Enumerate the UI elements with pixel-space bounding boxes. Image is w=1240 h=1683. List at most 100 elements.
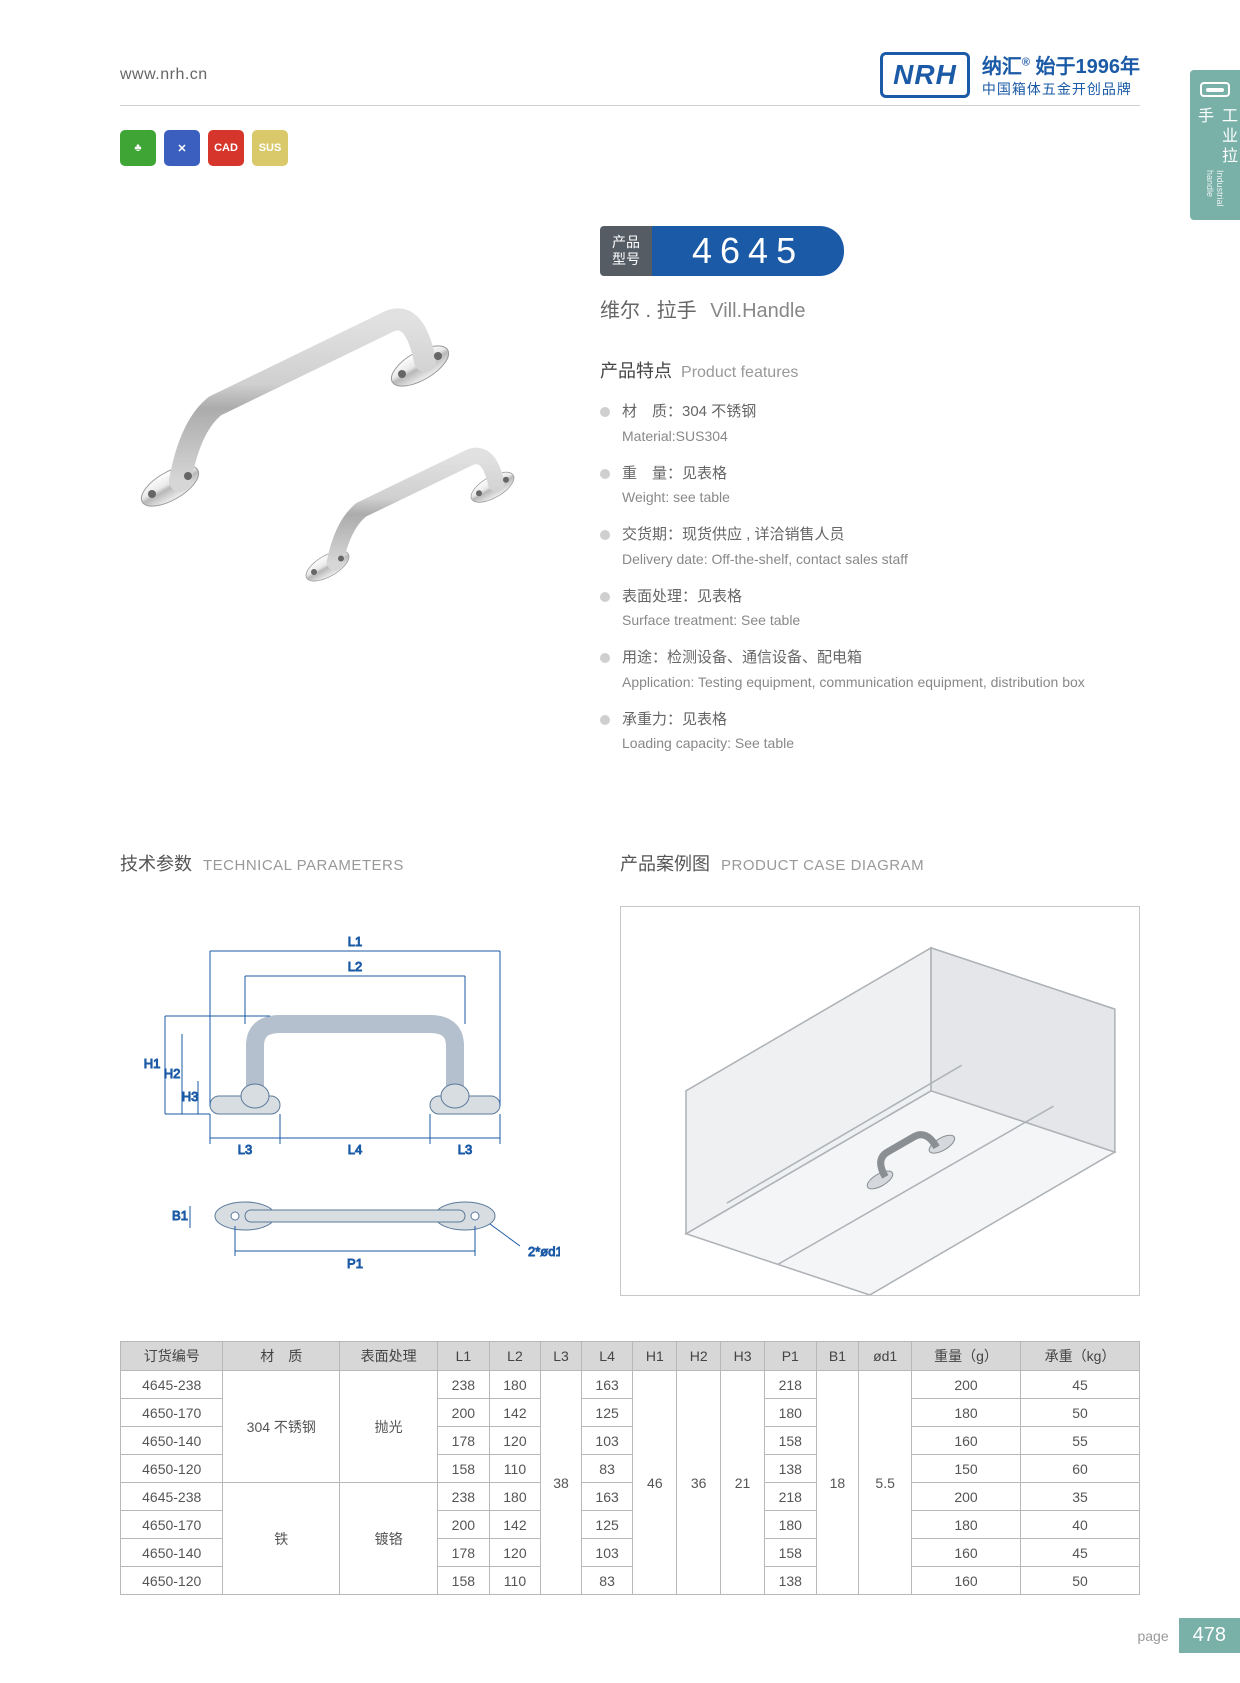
brand-since: 始于1996年 <box>1036 56 1141 78</box>
table-cell: 238 <box>438 1483 490 1511</box>
badge-row: ♣✕CADSUS <box>120 130 1140 166</box>
page-header: www.nrh.cn NRH 纳汇® 始于1996年 中国箱体五金开创品牌 <box>120 50 1140 106</box>
tech-title-cn: 技术参数 <box>120 854 192 874</box>
svg-text:H1: H1 <box>144 1056 161 1071</box>
table-cell: 抛光 <box>340 1371 438 1483</box>
product-info: 产品 型号 4645 维尔 . 拉手 Vill.Handle 产品特点 Prod… <box>600 206 1140 770</box>
technical-drawing: L1 L2 H1 H2 H3 L3 L4 L3 <box>120 906 560 1296</box>
table-cell: 60 <box>1020 1455 1139 1483</box>
table-cell: 21 <box>721 1371 765 1595</box>
table-cell: 55 <box>1020 1427 1139 1455</box>
table-cell: 160 <box>912 1567 1021 1595</box>
svg-text:L3: L3 <box>238 1142 252 1157</box>
features-title-en: Product features <box>681 364 798 381</box>
model-label-2: 型号 <box>612 251 640 268</box>
svg-text:P1: P1 <box>347 1256 363 1271</box>
table-cell: 38 <box>541 1371 582 1595</box>
side-tab-en: Industrial handle <box>1205 170 1225 220</box>
product-photo <box>120 206 560 626</box>
table-cell: 40 <box>1020 1511 1139 1539</box>
table-cell: 200 <box>438 1511 490 1539</box>
table-cell: 238 <box>438 1371 490 1399</box>
badge: ✕ <box>164 130 200 166</box>
table-cell: 120 <box>489 1427 541 1455</box>
table-cell: 304 不锈钢 <box>223 1371 340 1483</box>
table-cell: 138 <box>764 1567 816 1595</box>
feature-item: 交货期：现货供应 , 详洽销售人员Delivery date: Off-the-… <box>600 524 1140 570</box>
model-label-1: 产品 <box>612 234 640 251</box>
case-title-cn: 产品案例图 <box>620 854 710 874</box>
table-cell: 4650-170 <box>121 1399 223 1427</box>
table-cell: 83 <box>581 1455 633 1483</box>
svg-text:L4: L4 <box>348 1142 362 1157</box>
svg-text:H2: H2 <box>164 1066 181 1081</box>
table-header: ød1 <box>859 1342 912 1371</box>
table-cell: 163 <box>581 1371 633 1399</box>
table-cell: 110 <box>489 1455 541 1483</box>
table-cell: 138 <box>764 1455 816 1483</box>
table-cell: 163 <box>581 1483 633 1511</box>
svg-text:L1: L1 <box>348 934 362 949</box>
case-title-en: PRODUCT CASE DIAGRAM <box>721 857 924 874</box>
table-header: H1 <box>633 1342 677 1371</box>
table-header: 表面处理 <box>340 1342 438 1371</box>
table-cell: 180 <box>764 1399 816 1427</box>
table-header: L3 <box>541 1342 582 1371</box>
model-label: 产品 型号 <box>600 226 652 276</box>
table-header: B1 <box>816 1342 859 1371</box>
features-list: 材 质：304 不锈钢Material:SUS304重 量：见表格Weight:… <box>600 401 1140 754</box>
table-cell: 180 <box>489 1371 541 1399</box>
table-body: 4645-238304 不锈钢抛光23818038163463621218185… <box>121 1371 1140 1595</box>
table-cell: 150 <box>912 1455 1021 1483</box>
table-cell: 50 <box>1020 1567 1139 1595</box>
table-cell: 218 <box>764 1483 816 1511</box>
brand-block: NRH 纳汇® 始于1996年 中国箱体五金开创品牌 <box>880 50 1140 99</box>
tech-title: 技术参数 TECHNICAL PARAMETERS <box>120 850 560 876</box>
table-row: 4645-238304 不锈钢抛光23818038163463621218185… <box>121 1371 1140 1399</box>
table-cell: 200 <box>912 1371 1021 1399</box>
table-cell: 120 <box>489 1539 541 1567</box>
table-cell: 18 <box>816 1371 859 1595</box>
site-url: www.nrh.cn <box>120 66 208 84</box>
table-cell: 180 <box>912 1399 1021 1427</box>
page-number: 478 <box>1179 1618 1240 1653</box>
table-cell: 125 <box>581 1511 633 1539</box>
table-header: P1 <box>764 1342 816 1371</box>
case-section: 产品案例图 PRODUCT CASE DIAGRAM <box>620 850 1140 1301</box>
table-header: L4 <box>581 1342 633 1371</box>
table-cell: 4650-140 <box>121 1539 223 1567</box>
table-cell: 镀铬 <box>340 1483 438 1595</box>
brand-cn: 纳汇 <box>982 56 1022 78</box>
reg-mark: ® <box>1022 56 1030 68</box>
case-diagram <box>620 906 1140 1296</box>
parameters-table: 订货编号材 质表面处理L1L2L3L4H1H2H3P1B1ød1重量（g）承重（… <box>120 1341 1140 1595</box>
table-header: 承重（kg） <box>1020 1342 1139 1371</box>
tech-title-en: TECHNICAL PARAMETERS <box>203 857 404 874</box>
table-cell: 50 <box>1020 1399 1139 1427</box>
table-header: 订货编号 <box>121 1342 223 1371</box>
model-row: 产品 型号 4645 <box>600 226 1140 276</box>
table-header-row: 订货编号材 质表面处理L1L2L3L4H1H2H3P1B1ød1重量（g）承重（… <box>121 1342 1140 1371</box>
table-cell: 45 <box>1020 1371 1139 1399</box>
table-cell: 200 <box>438 1399 490 1427</box>
table-cell: 铁 <box>223 1483 340 1595</box>
badge: ♣ <box>120 130 156 166</box>
table-header: 材 质 <box>223 1342 340 1371</box>
badge: SUS <box>252 130 288 166</box>
table-cell: 46 <box>633 1371 677 1595</box>
table-cell: 4650-140 <box>121 1427 223 1455</box>
table-cell: 36 <box>677 1371 721 1595</box>
svg-text:L2: L2 <box>348 959 362 974</box>
table-cell: 45 <box>1020 1539 1139 1567</box>
table-cell: 4650-120 <box>121 1455 223 1483</box>
table-cell: 4650-120 <box>121 1567 223 1595</box>
table-cell: 180 <box>912 1511 1021 1539</box>
table-cell: 110 <box>489 1567 541 1595</box>
brand-logo: NRH <box>880 52 970 98</box>
table-cell: 4645-238 <box>121 1483 223 1511</box>
table-cell: 160 <box>912 1539 1021 1567</box>
table-cell: 158 <box>438 1567 490 1595</box>
badge: CAD <box>208 130 244 166</box>
table-cell: 200 <box>912 1483 1021 1511</box>
table-cell: 180 <box>489 1483 541 1511</box>
